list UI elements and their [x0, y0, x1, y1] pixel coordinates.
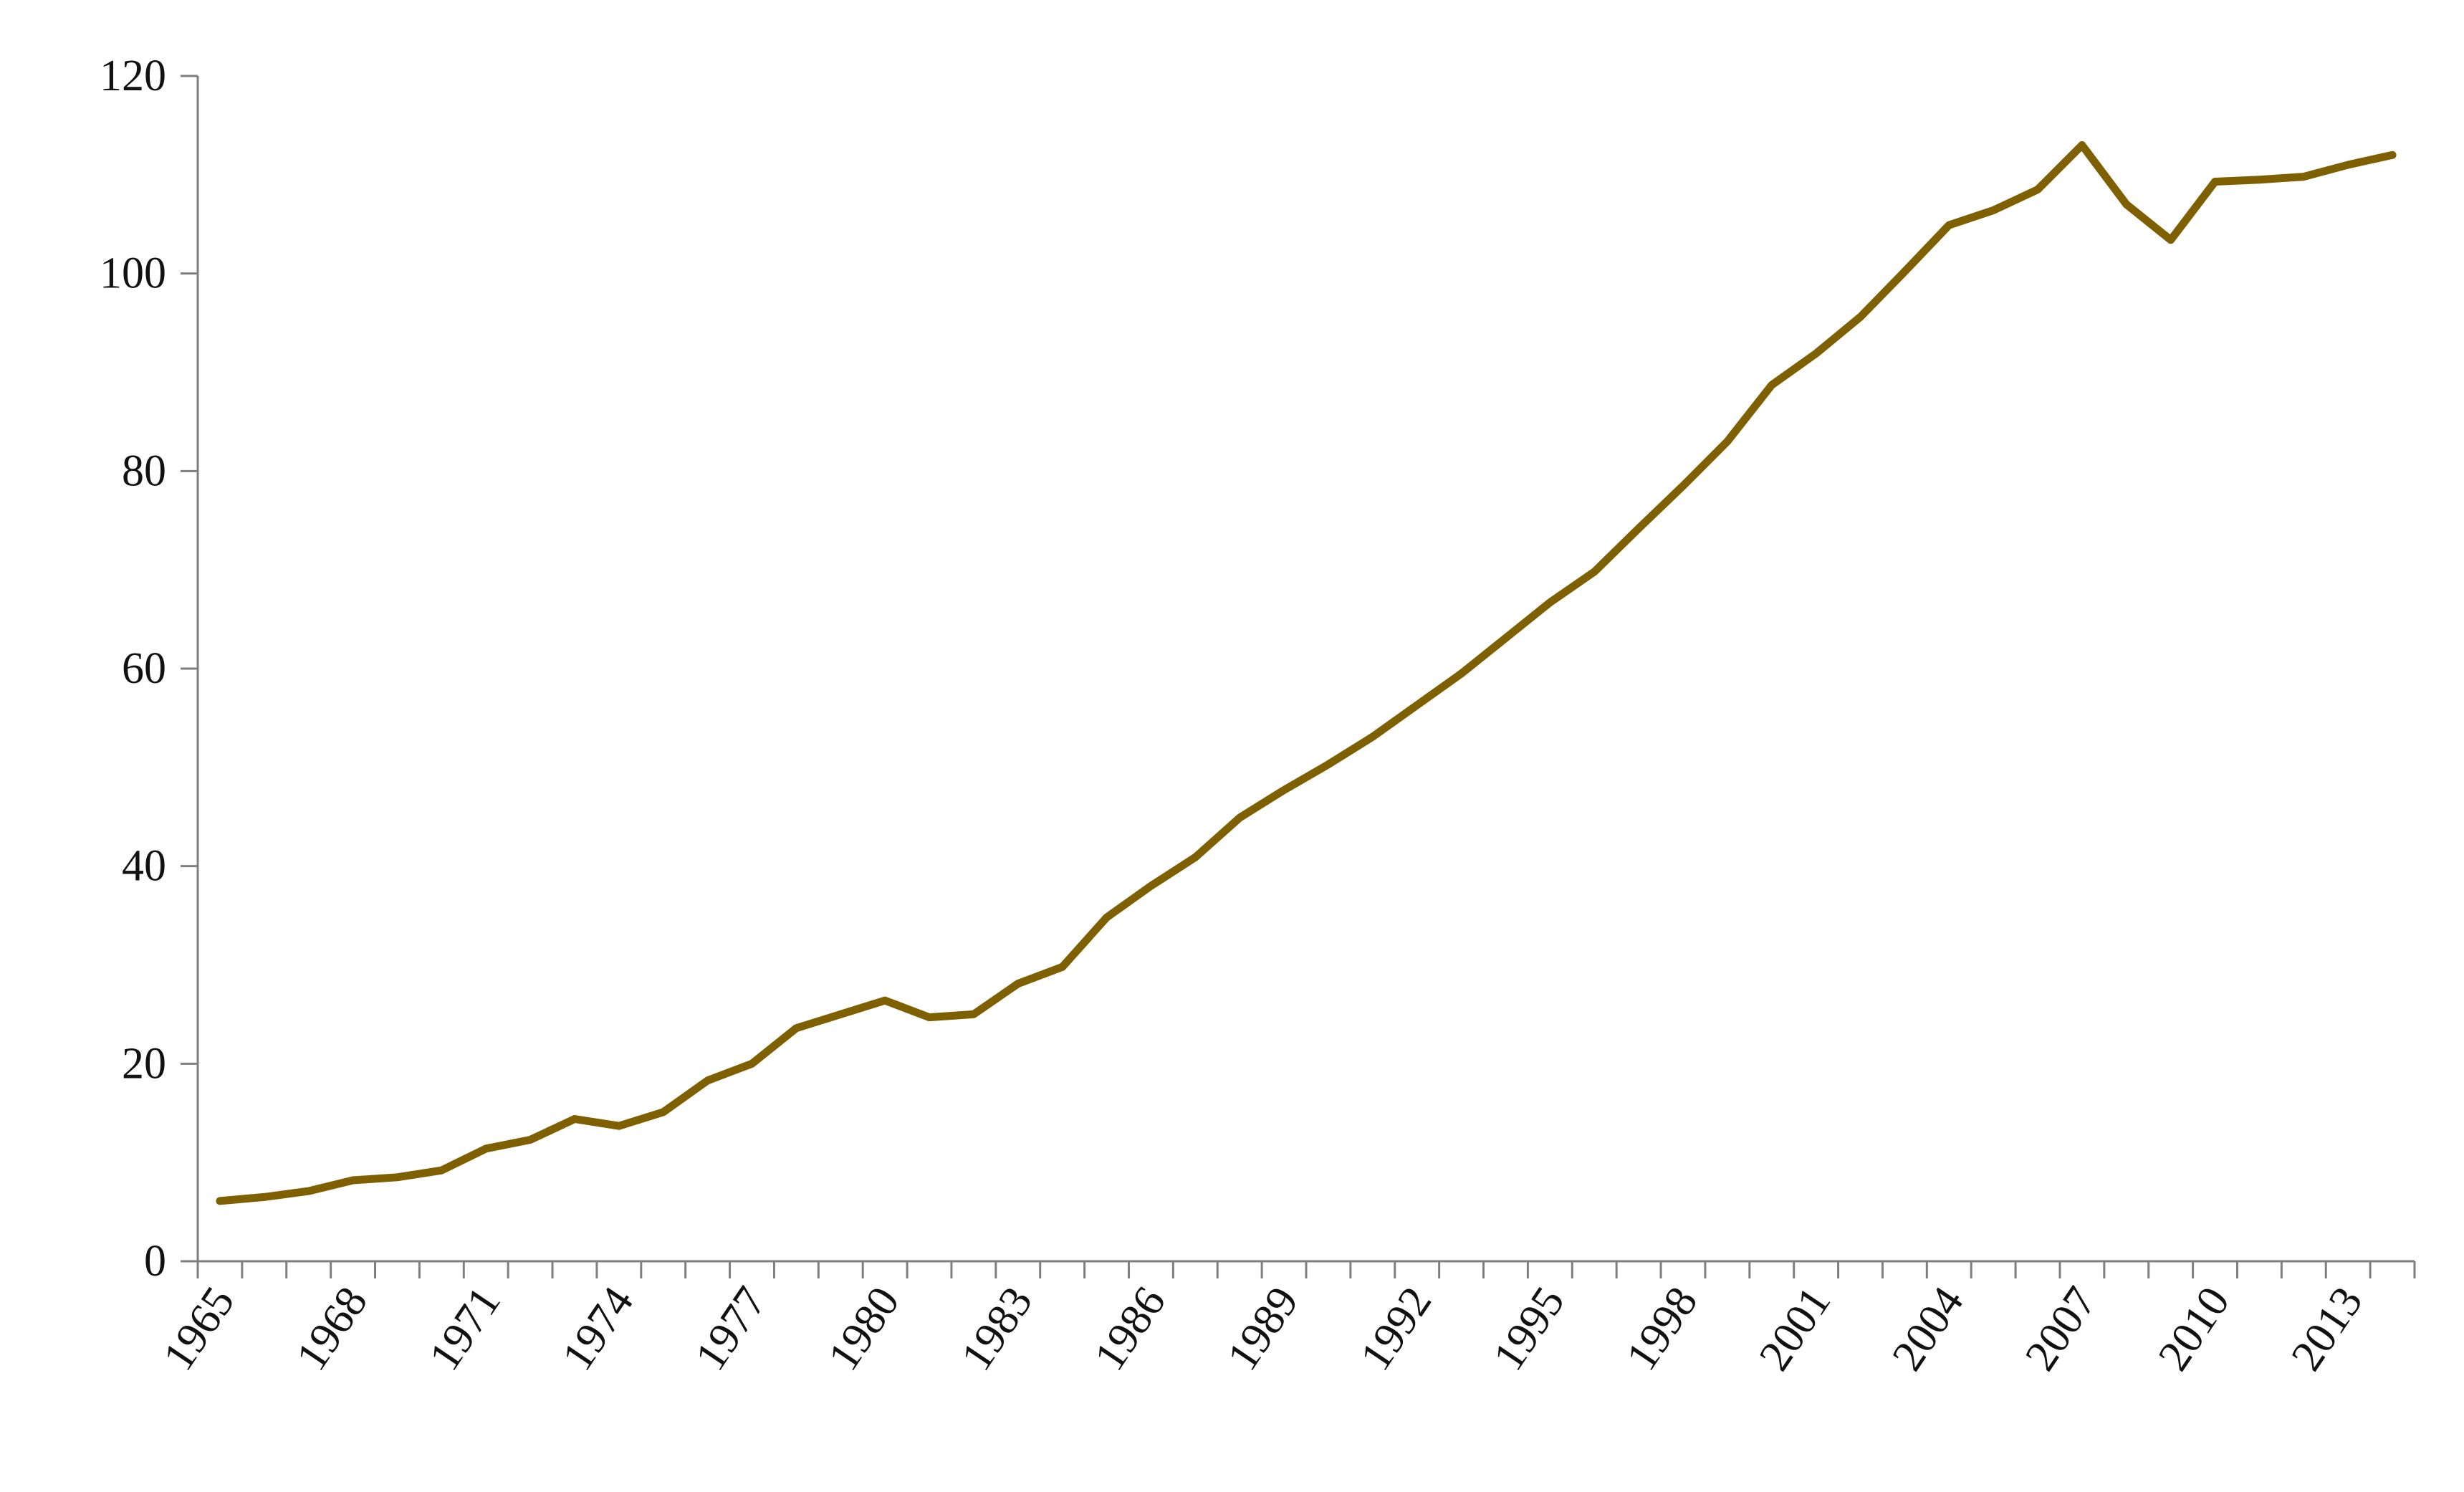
x-tick-label: 2013 [2282, 1278, 2372, 1379]
y-tick-label: 80 [122, 446, 166, 495]
x-tick-label: 1995 [1484, 1278, 1574, 1379]
x-tick-label: 2007 [2016, 1278, 2106, 1379]
x-tick-label: 1983 [952, 1278, 1042, 1379]
x-tick-label: 2004 [1883, 1278, 1973, 1379]
x-tick-label: 1977 [686, 1278, 776, 1379]
x-tick-label: 1980 [819, 1278, 909, 1379]
y-tick-label: 120 [100, 52, 166, 100]
x-tick-label: 1965 [154, 1278, 244, 1379]
x-tick-label: 1986 [1085, 1278, 1175, 1379]
y-tick-label: 40 [122, 842, 166, 891]
x-tick-label: 1998 [1617, 1278, 1707, 1379]
series-line [216, 141, 2397, 1205]
x-tick-label: 1989 [1218, 1278, 1308, 1379]
y-axis-ticks: 0 20 40 60 80 100 120 [100, 52, 198, 1286]
x-tick-label: 1971 [420, 1278, 510, 1379]
x-tick-label: 2010 [2149, 1278, 2239, 1379]
y-tick-label: 20 [122, 1039, 166, 1088]
series-layer [216, 141, 2397, 1205]
x-tick-label: 1992 [1351, 1278, 1442, 1379]
y-tick-label: 0 [144, 1237, 166, 1286]
y-tick-label: 60 [122, 644, 166, 693]
x-tick-label: 1974 [553, 1278, 643, 1379]
y-tick-label: 100 [100, 249, 166, 298]
x-tick-label: 2001 [1750, 1278, 1841, 1379]
x-axis-ticks: 1965 1968 1971 1974 1977 1980 1983 1986 1989 1992… [154, 1261, 2416, 1379]
x-tick-label: 1968 [287, 1278, 377, 1379]
